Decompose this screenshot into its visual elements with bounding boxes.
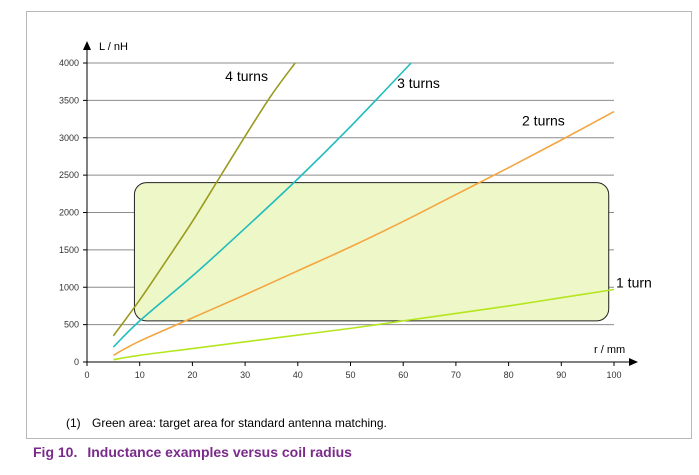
x-tick-label: 90 xyxy=(556,370,566,380)
series-line xyxy=(112,110,615,356)
target-area xyxy=(133,182,610,322)
y-tick-label: 3000 xyxy=(59,133,79,143)
x-tick-label: 40 xyxy=(293,370,303,380)
x-tick-label: 80 xyxy=(504,370,514,380)
series-layer xyxy=(112,62,615,361)
series-label: 1 turn xyxy=(616,274,652,290)
x-tick-label: 60 xyxy=(398,370,408,380)
series-line xyxy=(113,288,615,361)
y-tick-label: 1500 xyxy=(59,245,79,255)
series-label: 2 turns xyxy=(522,113,565,129)
figure-number: Fig 10. xyxy=(33,444,78,460)
x-tick-label: 30 xyxy=(240,370,250,380)
y-axis-arrow xyxy=(83,41,91,50)
target-area-layer xyxy=(133,182,610,322)
series-label: 4 turns xyxy=(225,68,268,84)
x-tick-label: 20 xyxy=(187,370,197,380)
x-axis-label: r / mm xyxy=(594,344,625,356)
series-label: 3 turns xyxy=(397,75,440,91)
x-tick-label: 70 xyxy=(451,370,461,380)
y-tick-label: 1000 xyxy=(59,282,79,292)
x-tick-label: 50 xyxy=(345,370,355,380)
x-tick-label: 100 xyxy=(606,370,621,380)
y-tick-label: 3500 xyxy=(59,95,79,105)
y-tick-label: 500 xyxy=(64,320,79,330)
label-layer: 4 turns 3 turns 2 turns 1 turn L / nH r / mm xyxy=(99,41,652,356)
footnote: (1) Green area: target area for standard … xyxy=(66,416,387,430)
y-tick-label: 0 xyxy=(74,357,79,367)
figure-caption: Fig 10. Inductance examples versus coil r… xyxy=(33,444,352,460)
x-tick-label: 10 xyxy=(135,370,145,380)
footnote-number: (1) xyxy=(66,416,81,430)
inductance-chart: 0 500 1000 1500 2000 2500 3000 3500 4000 0 10 20 30 4… xyxy=(59,41,652,380)
x-axis-arrow xyxy=(629,358,638,366)
series-line xyxy=(112,62,412,348)
figure-title: Inductance examples versus coil radius xyxy=(87,444,352,460)
y-tick-label: 2500 xyxy=(59,170,79,180)
x-tick-label: 0 xyxy=(84,370,89,380)
y-axis-label: L / nH xyxy=(99,41,128,53)
series-line xyxy=(112,62,296,337)
y-tick-label: 2000 xyxy=(59,208,79,218)
footnote-text: Green area: target area for standard ant… xyxy=(92,416,387,430)
y-tick-label: 4000 xyxy=(59,58,79,68)
axis-layer: 0 500 1000 1500 2000 2500 3000 3500 4000 0 10 20 30 4… xyxy=(59,41,638,380)
chart-frame: 0 500 1000 1500 2000 2500 3000 3500 4000 0 10 20 30 4… xyxy=(26,11,692,439)
